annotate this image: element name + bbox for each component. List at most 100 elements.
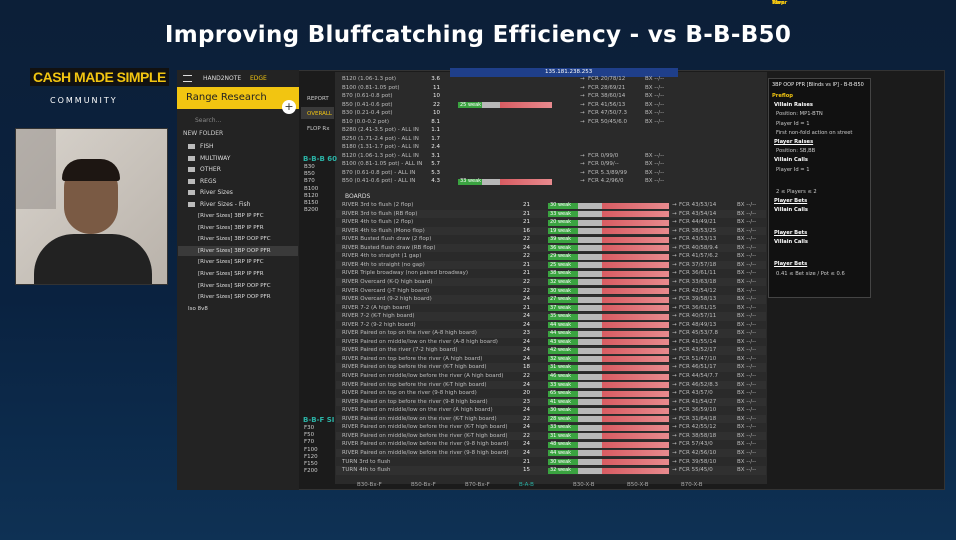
strip-item[interactable]: B30-X-B bbox=[573, 482, 595, 488]
bar-green bbox=[548, 253, 579, 260]
range-item[interactable]: [River Sizes] SRP OOP PFC bbox=[198, 282, 271, 289]
bar-green bbox=[548, 416, 579, 423]
arrow: → bbox=[672, 278, 677, 285]
bx: BX --/-- bbox=[737, 390, 757, 397]
fcr: FCR 44/49/21 bbox=[679, 219, 717, 226]
bar-label: 25 weak bbox=[460, 101, 482, 108]
filter-line: 0.41 ≤ Bet size / Pot ≤ 0.6 bbox=[776, 270, 845, 277]
bx: BX --/-- bbox=[737, 270, 757, 277]
arrow: → bbox=[672, 407, 677, 414]
board-count: 21 bbox=[523, 219, 530, 226]
bar-red bbox=[602, 228, 669, 235]
bar-gray bbox=[481, 102, 501, 108]
arrow: → bbox=[672, 381, 677, 388]
sizing-label: B280 (2.41-3.5 pot) - ALL IN bbox=[342, 127, 419, 133]
board-count: 20 bbox=[523, 390, 530, 397]
board-count: 24 bbox=[523, 244, 530, 251]
new-folder[interactable]: NEW FOLDER bbox=[183, 130, 224, 137]
strip-item[interactable]: B-A-B bbox=[519, 482, 534, 488]
bar-green bbox=[548, 262, 579, 269]
logo-sub: COMMUNITY bbox=[50, 96, 118, 105]
bar-green bbox=[548, 211, 579, 218]
folder[interactable]: MULTIWAY bbox=[200, 154, 231, 162]
bar-green bbox=[548, 322, 579, 329]
fcr: FCR 33/63/18 bbox=[679, 278, 717, 285]
bar-label: 41 weak bbox=[550, 398, 572, 405]
strip-item[interactable]: B50-X-B bbox=[627, 482, 649, 488]
range-item[interactable]: [River Sizes] 3BP OOP PFC bbox=[198, 236, 271, 243]
strip-item[interactable]: B50-Bx-F bbox=[411, 482, 436, 488]
folder[interactable]: River Sizes bbox=[200, 189, 233, 197]
logo: CASH MADE SIMPLE bbox=[30, 68, 169, 86]
board-count: 22 bbox=[523, 253, 530, 260]
range-item[interactable]: [River Sizes] SRP IP PFR bbox=[198, 271, 264, 277]
bar-green bbox=[548, 399, 579, 406]
sizing-label: B250 (1.71-2.4 pot) - ALL IN bbox=[342, 135, 419, 142]
board-count: 24 bbox=[523, 313, 530, 320]
board-label: RIVER Paired on middle/low on the river … bbox=[342, 415, 497, 422]
group-row: B120 bbox=[304, 192, 319, 199]
fcr: FCR 42/54/12 bbox=[679, 287, 717, 294]
folder[interactable]: FISH bbox=[200, 143, 214, 150]
range-item[interactable]: [River Sizes] SRP IP PFC bbox=[198, 259, 264, 266]
board-label: TURN 4th to flush bbox=[342, 467, 391, 474]
group-row: F70 bbox=[304, 439, 315, 446]
group-row: B100 bbox=[304, 185, 319, 192]
group-row: F50 bbox=[304, 432, 315, 439]
folder[interactable]: OTHER bbox=[200, 166, 221, 174]
board-label: RIVER Paired on top before the river (K-… bbox=[342, 364, 487, 371]
board-label: RIVER Paired on middle/low before the ri… bbox=[342, 441, 509, 448]
bar-gray bbox=[578, 364, 603, 371]
folder[interactable]: River Sizes - Fish bbox=[200, 201, 251, 208]
bar-label: 20 weak bbox=[550, 219, 572, 226]
board-count: 24 bbox=[523, 407, 530, 414]
range-item[interactable]: [River Sizes] 3BP IP PFC bbox=[198, 213, 264, 219]
board-label: RIVER Triple broadway (non paired broadw… bbox=[342, 270, 468, 277]
folder[interactable]: REGS bbox=[200, 177, 217, 185]
sidebar bbox=[177, 70, 299, 490]
fcr: FCR 41/54/27 bbox=[679, 398, 717, 405]
tab[interactable]: FLOP Rx bbox=[307, 126, 330, 132]
group-row: F100 bbox=[304, 446, 318, 453]
search-box[interactable]: Search... bbox=[195, 117, 222, 124]
bx: BX --/-- bbox=[645, 93, 665, 99]
arrow: → bbox=[580, 152, 585, 159]
bar-green bbox=[548, 347, 579, 354]
group-row: F120 bbox=[304, 453, 318, 460]
fcr: FCR 40/58/9.4 bbox=[679, 244, 719, 251]
bar-gray bbox=[578, 416, 603, 423]
sizing-label: B70 (0.61-0.8 pot) - ALL IN bbox=[342, 169, 416, 176]
range-item[interactable]: [River Sizes] SRP OOP PFR bbox=[198, 294, 271, 301]
board-label: RIVER Paired on top on the river (9-8 hi… bbox=[342, 390, 477, 397]
strip-item[interactable]: B70-Bx-F bbox=[465, 482, 490, 488]
arrow: → bbox=[672, 373, 677, 379]
bx: BX --/-- bbox=[645, 101, 665, 108]
bar-gray bbox=[578, 296, 603, 303]
group-title: B-B-B 60 bbox=[303, 155, 337, 163]
range-item[interactable]: [River Sizes] 3BP OOP PFR bbox=[198, 247, 271, 254]
bx: BX --/-- bbox=[737, 415, 757, 422]
range-item[interactable]: Iso 8v8 bbox=[188, 305, 208, 312]
board-label: RIVER Paired on middle/low before the ri… bbox=[342, 432, 508, 439]
strip-item[interactable]: B70-X-B bbox=[681, 482, 703, 488]
bx: BX --/-- bbox=[737, 304, 757, 311]
board-count: 24 bbox=[523, 449, 530, 456]
tab[interactable]: OVERALL bbox=[307, 111, 332, 117]
filter-title: 3BP OOP PFR [Blinds vs IP] - B-B-B50 bbox=[772, 82, 864, 88]
bar-green bbox=[548, 245, 579, 252]
arrow: → bbox=[672, 321, 677, 328]
board-count: 24 bbox=[523, 355, 530, 362]
fcr: FCR 39/58/13 bbox=[679, 296, 717, 303]
tab[interactable]: REPORT bbox=[307, 96, 329, 102]
board-count: 18 bbox=[523, 364, 530, 371]
fcr: FCR 41/55/14 bbox=[679, 338, 717, 345]
bar-green bbox=[548, 356, 579, 363]
strip-item[interactable]: B30-Bx-F bbox=[357, 482, 382, 488]
menu-icon[interactable] bbox=[183, 75, 192, 82]
add-button[interactable]: + bbox=[282, 100, 296, 114]
range-item[interactable]: [River Sizes] 3BP IP PFR bbox=[198, 224, 264, 231]
bar-red bbox=[602, 407, 669, 414]
sizing-count: 8.1 bbox=[431, 118, 440, 125]
bar-gray bbox=[578, 407, 603, 414]
arrow: → bbox=[580, 169, 585, 176]
